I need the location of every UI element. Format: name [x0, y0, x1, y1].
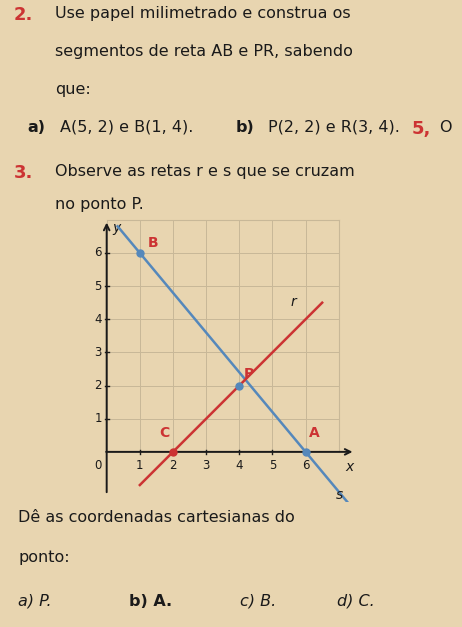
- Text: y: y: [113, 221, 121, 236]
- Text: Observe as retas r e s que se cruzam: Observe as retas r e s que se cruzam: [55, 164, 355, 179]
- Text: ponto:: ponto:: [18, 549, 70, 564]
- Text: 6: 6: [302, 458, 310, 472]
- Text: P: P: [243, 367, 254, 381]
- Text: B: B: [148, 236, 159, 250]
- Text: 2: 2: [169, 458, 177, 472]
- Text: segmentos de reta AB e PR, sabendo: segmentos de reta AB e PR, sabendo: [55, 44, 353, 59]
- Text: 4: 4: [94, 313, 102, 326]
- Text: c) B.: c) B.: [240, 594, 276, 609]
- Text: x: x: [346, 460, 354, 474]
- Text: r: r: [291, 295, 297, 309]
- Text: que:: que:: [55, 82, 91, 97]
- Text: a) P.: a) P.: [18, 594, 52, 609]
- Text: 2: 2: [94, 379, 102, 392]
- Text: 2.: 2.: [14, 6, 33, 24]
- Text: 4: 4: [236, 458, 243, 472]
- Text: 5: 5: [94, 280, 102, 293]
- Text: 3: 3: [202, 458, 210, 472]
- Text: A: A: [309, 426, 320, 440]
- Text: 0: 0: [94, 458, 102, 472]
- Text: a): a): [28, 120, 46, 135]
- Text: O: O: [439, 120, 451, 135]
- Text: 3: 3: [94, 346, 102, 359]
- Text: 1: 1: [94, 412, 102, 425]
- Text: 5: 5: [269, 458, 276, 472]
- Text: C: C: [160, 426, 170, 440]
- Text: b) A.: b) A.: [129, 594, 172, 609]
- Text: Dê as coordenadas cartesianas do: Dê as coordenadas cartesianas do: [18, 510, 295, 525]
- Text: b): b): [236, 120, 255, 135]
- Text: s: s: [335, 488, 343, 502]
- Text: 3.: 3.: [14, 164, 33, 182]
- Text: d) C.: d) C.: [337, 594, 375, 609]
- Text: 1: 1: [136, 458, 144, 472]
- Text: P(2, 2) e R(3, 4).: P(2, 2) e R(3, 4).: [268, 120, 400, 135]
- Text: A(5, 2) e B(1, 4).: A(5, 2) e B(1, 4).: [60, 120, 194, 135]
- Text: Use papel milimetrado e construa os: Use papel milimetrado e construa os: [55, 6, 351, 21]
- Text: 5,: 5,: [411, 120, 431, 138]
- Text: no ponto P.: no ponto P.: [55, 198, 144, 213]
- Text: 6: 6: [94, 246, 102, 260]
